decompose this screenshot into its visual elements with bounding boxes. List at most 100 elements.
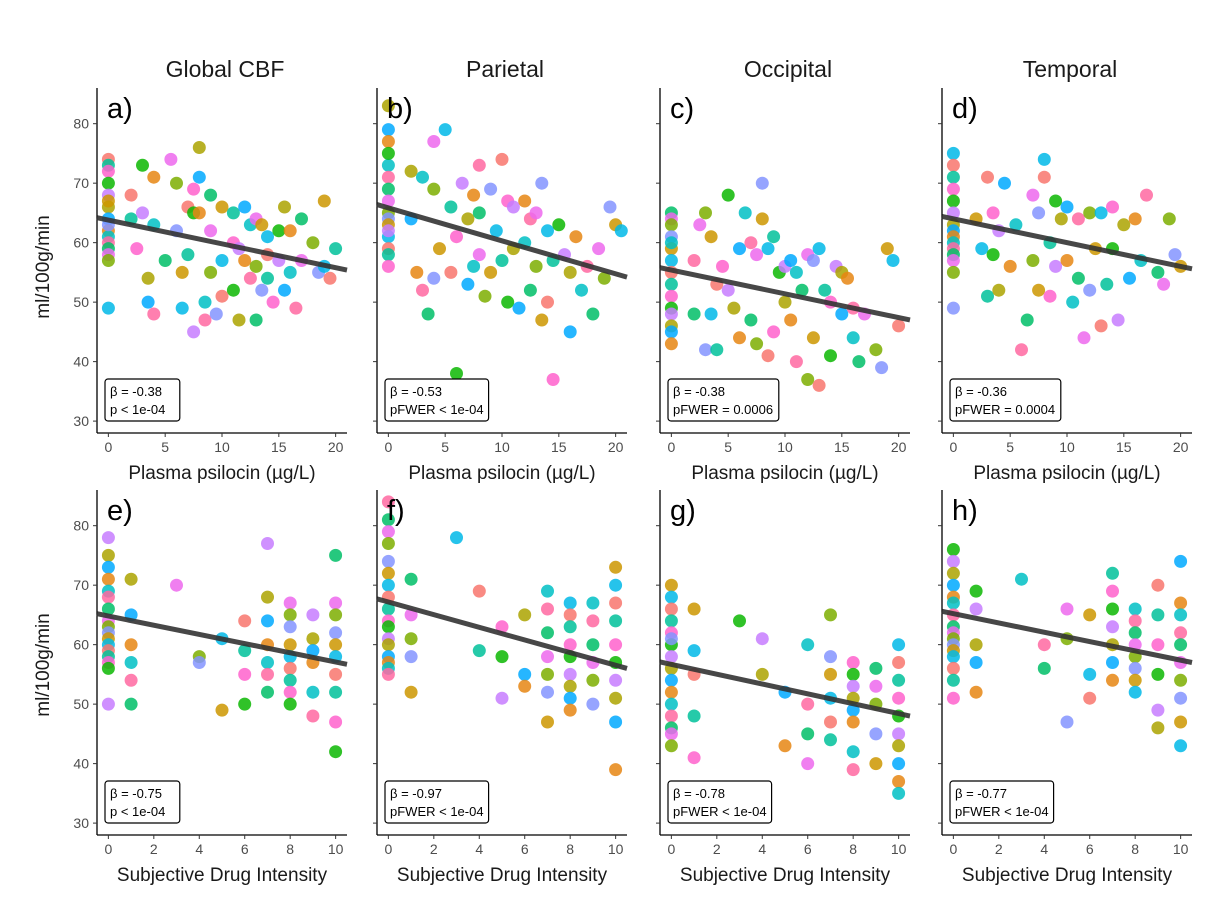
data-point <box>204 188 218 202</box>
data-point <box>261 667 274 681</box>
data-point <box>255 283 269 297</box>
data-point <box>687 644 701 658</box>
data-point <box>170 176 183 190</box>
data-point <box>187 325 201 339</box>
data-point <box>1060 200 1074 214</box>
data-point <box>518 608 532 622</box>
data-point <box>204 224 218 238</box>
data-point <box>1157 277 1171 291</box>
data-point <box>512 301 526 315</box>
data-point <box>795 283 809 297</box>
stat-pvalue: p < 1e-04 <box>110 402 165 417</box>
data-point <box>381 170 395 184</box>
data-point <box>892 673 906 687</box>
stat-beta: β = -0.36 <box>955 384 1007 399</box>
data-point <box>238 667 252 681</box>
data-point <box>699 206 712 220</box>
data-point <box>427 182 441 196</box>
data-point <box>226 283 240 297</box>
data-point <box>824 608 837 622</box>
data-point <box>272 224 286 238</box>
data-point <box>664 650 678 664</box>
x-tick-label: 8 <box>1131 841 1139 857</box>
data-point <box>472 248 486 262</box>
data-point <box>261 230 274 244</box>
data-point <box>892 739 906 753</box>
data-point <box>806 331 820 345</box>
data-point <box>789 265 803 279</box>
data-point <box>597 271 611 285</box>
data-point <box>158 254 172 267</box>
data-point <box>381 194 395 208</box>
data-point <box>1106 656 1119 669</box>
data-point <box>381 158 395 172</box>
data-point <box>969 602 983 616</box>
data-point <box>209 307 223 321</box>
data-point <box>981 289 994 303</box>
data-point <box>1128 602 1142 616</box>
data-point <box>427 271 441 285</box>
data-point <box>1151 265 1165 279</box>
data-point <box>381 123 395 137</box>
stat-pvalue: pFWER = 0.0006 <box>673 402 773 417</box>
data-point <box>1174 596 1188 610</box>
data-point <box>1077 331 1091 345</box>
data-point <box>444 265 458 279</box>
data-point <box>563 596 577 610</box>
data-point <box>1174 739 1188 753</box>
data-point <box>869 679 883 693</box>
stat-pvalue: pFWER = 0.0004 <box>955 402 1055 417</box>
data-point <box>761 349 775 363</box>
data-point <box>563 620 577 634</box>
x-tick-label: 8 <box>849 841 857 857</box>
data-point <box>969 685 983 699</box>
stat-beta: β = -0.77 <box>955 786 1007 801</box>
data-point <box>892 786 906 800</box>
data-point <box>664 709 678 723</box>
stat-beta: β = -0.53 <box>390 384 442 399</box>
data-point <box>261 685 274 699</box>
data-point <box>552 218 566 232</box>
data-point <box>664 218 678 232</box>
x-tick-label: 20 <box>328 439 344 455</box>
data-point <box>141 271 155 285</box>
data-point <box>721 188 735 202</box>
data-point <box>461 212 475 226</box>
data-point <box>1026 188 1040 202</box>
data-point <box>846 763 860 777</box>
x-tick-label: 10 <box>214 439 230 455</box>
data-point <box>1128 614 1142 628</box>
data-point <box>1151 703 1165 717</box>
stat-pvalue: p < 1e-04 <box>110 804 165 819</box>
data-point <box>664 727 678 741</box>
x-tick-label: 5 <box>1006 439 1014 455</box>
data-point <box>946 301 960 315</box>
data-point <box>603 200 617 214</box>
data-point <box>727 301 741 315</box>
stat-beta: β = -0.78 <box>673 786 725 801</box>
data-point <box>404 685 418 699</box>
y-tick-label: 80 <box>73 116 89 132</box>
x-axis-label: Plasma psilocin (µg/L) <box>973 463 1160 484</box>
data-point <box>438 123 452 137</box>
x-tick-label: 0 <box>104 841 112 857</box>
stat-annotation-box <box>104 780 181 824</box>
x-axis-label: Subjective Drug Intensity <box>962 865 1173 886</box>
data-point <box>586 638 600 652</box>
data-point <box>1174 626 1188 640</box>
data-point <box>1174 608 1188 622</box>
data-point <box>875 361 889 375</box>
x-tick-label: 0 <box>384 439 392 455</box>
x-tick-label: 6 <box>241 841 249 857</box>
data-point <box>767 230 781 244</box>
panel-a: 30 40 50 60 70 80 0 5 10 15 20 Plasma psilocin (µg/… <box>73 88 348 484</box>
data-point <box>981 170 994 184</box>
data-point <box>761 242 775 256</box>
data-point <box>381 525 395 539</box>
data-point <box>518 667 532 681</box>
data-point <box>1100 277 1114 291</box>
data-point <box>1168 248 1182 262</box>
data-point <box>1083 283 1097 297</box>
data-point <box>283 224 297 238</box>
panel-label: g) <box>670 495 696 527</box>
